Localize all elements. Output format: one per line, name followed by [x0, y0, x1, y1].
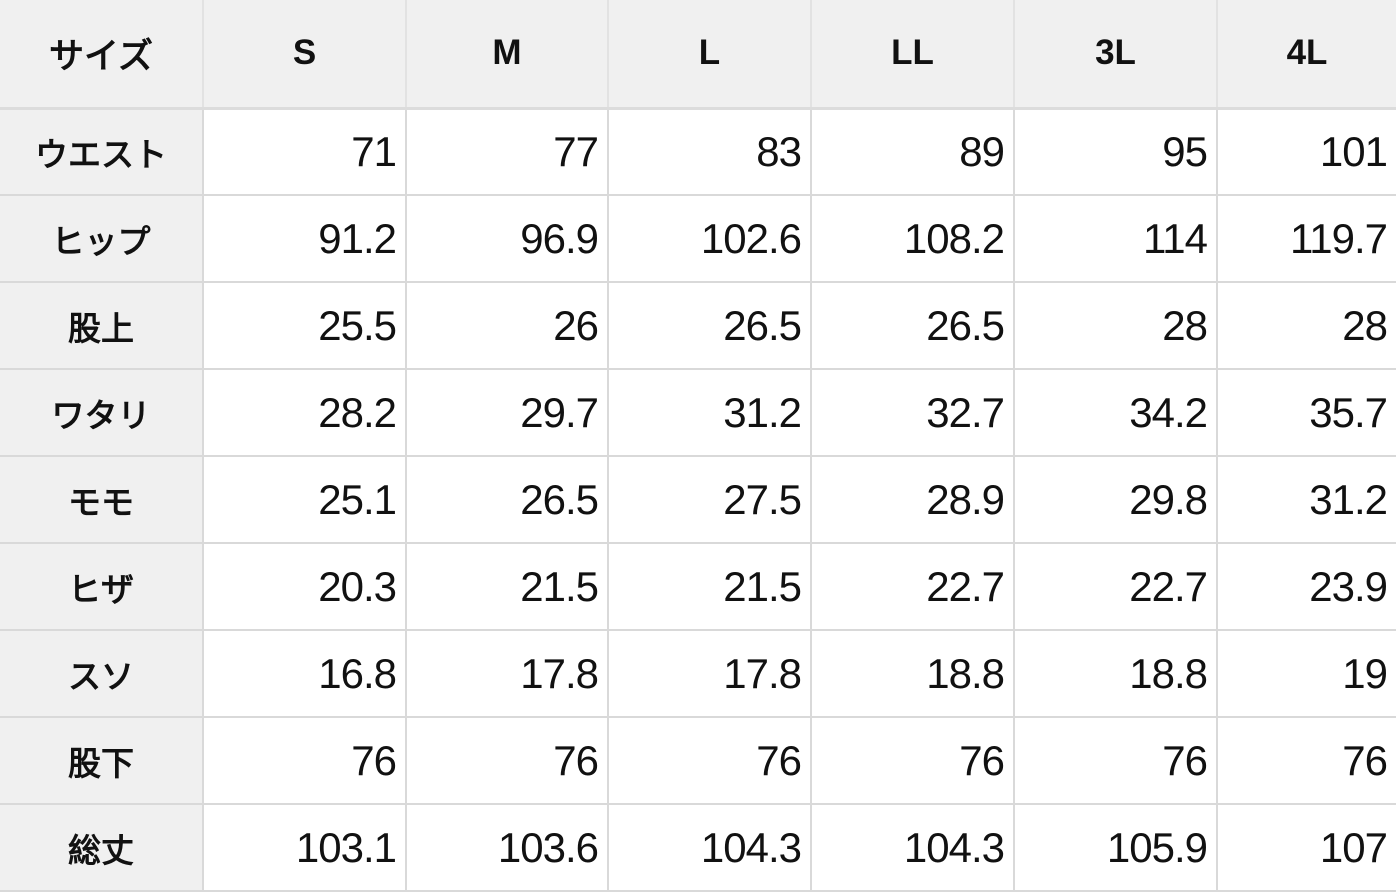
value-cell: 101 — [1216, 108, 1396, 195]
row-label: 総丈 — [0, 803, 203, 892]
corner-header-size: サイズ — [0, 0, 203, 110]
value-cell: 83 — [607, 108, 811, 195]
value-cell: 28 — [1013, 281, 1217, 369]
value-cell: 21.5 — [405, 542, 608, 630]
value-cell: 71 — [202, 108, 406, 195]
value-cell: 22.7 — [1013, 542, 1217, 630]
value-cell: 103.6 — [405, 803, 608, 892]
row-label: ヒザ — [0, 542, 203, 630]
value-cell: 29.7 — [405, 368, 608, 456]
value-cell: 76 — [1216, 716, 1396, 804]
value-cell: 114 — [1013, 194, 1217, 282]
value-cell: 25.1 — [202, 455, 406, 543]
value-cell: 76 — [810, 716, 1014, 804]
value-cell: 27.5 — [607, 455, 811, 543]
table-row-total-length: 総丈 103.1 103.6 104.3 104.3 105.9 107 — [0, 803, 1396, 892]
value-cell: 77 — [405, 108, 608, 195]
value-cell: 21.5 — [607, 542, 811, 630]
column-header-l: L — [607, 0, 811, 110]
row-label: モモ — [0, 455, 203, 543]
table-row-waist: ウエスト 71 77 83 89 95 101 — [0, 108, 1396, 195]
value-cell: 26 — [405, 281, 608, 369]
value-cell: 103.1 — [202, 803, 406, 892]
table-row-inseam: 股下 76 76 76 76 76 76 — [0, 716, 1396, 804]
value-cell: 104.3 — [607, 803, 811, 892]
table-row-thigh-width: ワタリ 28.2 29.7 31.2 32.7 34.2 35.7 — [0, 368, 1396, 456]
value-cell: 34.2 — [1013, 368, 1217, 456]
row-label: ワタリ — [0, 368, 203, 456]
value-cell: 26.5 — [607, 281, 811, 369]
value-cell: 28.2 — [202, 368, 406, 456]
value-cell: 25.5 — [202, 281, 406, 369]
value-cell: 76 — [1013, 716, 1217, 804]
value-cell: 26.5 — [405, 455, 608, 543]
column-header-3l: 3L — [1013, 0, 1217, 110]
value-cell: 18.8 — [1013, 629, 1217, 717]
value-cell: 108.2 — [810, 194, 1014, 282]
value-cell: 91.2 — [202, 194, 406, 282]
value-cell: 28.9 — [810, 455, 1014, 543]
table-row-hem: スソ 16.8 17.8 17.8 18.8 18.8 19 — [0, 629, 1396, 717]
value-cell: 18.8 — [810, 629, 1014, 717]
value-cell: 19 — [1216, 629, 1396, 717]
value-cell: 76 — [405, 716, 608, 804]
table-row-hip: ヒップ 91.2 96.9 102.6 108.2 114 119.7 — [0, 194, 1396, 282]
value-cell: 17.8 — [405, 629, 608, 717]
row-label: 股下 — [0, 716, 203, 804]
table-row-knee: ヒザ 20.3 21.5 21.5 22.7 22.7 23.9 — [0, 542, 1396, 630]
value-cell: 31.2 — [607, 368, 811, 456]
value-cell: 76 — [202, 716, 406, 804]
value-cell: 28 — [1216, 281, 1396, 369]
column-header-s: S — [202, 0, 406, 110]
row-label: 股上 — [0, 281, 203, 369]
column-header-m: M — [405, 0, 608, 110]
table-row-momo: モモ 25.1 26.5 27.5 28.9 29.8 31.2 — [0, 455, 1396, 543]
value-cell: 95 — [1013, 108, 1217, 195]
value-cell: 32.7 — [810, 368, 1014, 456]
value-cell: 102.6 — [607, 194, 811, 282]
value-cell: 107 — [1216, 803, 1396, 892]
column-header-4l: 4L — [1216, 0, 1396, 110]
value-cell: 17.8 — [607, 629, 811, 717]
value-cell: 105.9 — [1013, 803, 1217, 892]
value-cell: 31.2 — [1216, 455, 1396, 543]
value-cell: 35.7 — [1216, 368, 1396, 456]
header-row: サイズ S M L LL 3L 4L — [0, 0, 1396, 110]
value-cell: 23.9 — [1216, 542, 1396, 630]
value-cell: 20.3 — [202, 542, 406, 630]
row-label: ヒップ — [0, 194, 203, 282]
value-cell: 29.8 — [1013, 455, 1217, 543]
column-header-ll: LL — [810, 0, 1014, 110]
value-cell: 96.9 — [405, 194, 608, 282]
value-cell: 119.7 — [1216, 194, 1396, 282]
value-cell: 16.8 — [202, 629, 406, 717]
table-row-rise: 股上 25.5 26 26.5 26.5 28 28 — [0, 281, 1396, 369]
value-cell: 76 — [607, 716, 811, 804]
row-label: ウエスト — [0, 108, 203, 195]
value-cell: 26.5 — [810, 281, 1014, 369]
value-cell: 22.7 — [810, 542, 1014, 630]
value-cell: 89 — [810, 108, 1014, 195]
row-label: スソ — [0, 629, 203, 717]
value-cell: 104.3 — [810, 803, 1014, 892]
